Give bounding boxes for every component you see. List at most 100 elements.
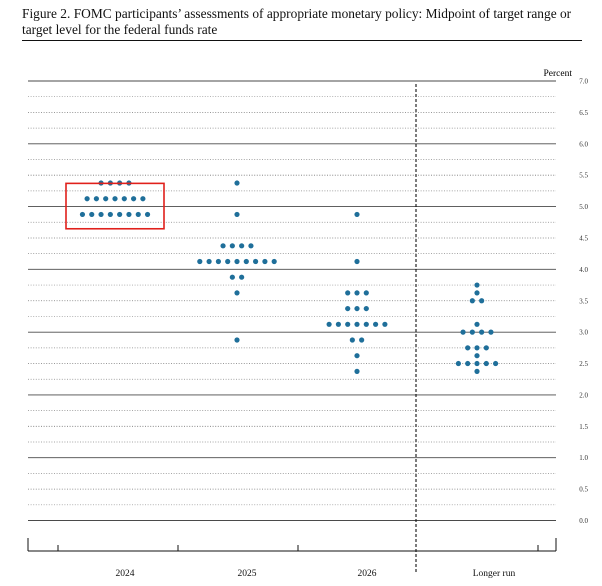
- dot: [215, 258, 221, 265]
- y-tick-label: 4.5: [579, 234, 588, 242]
- dot: [144, 211, 151, 218]
- dot: [345, 305, 351, 312]
- dot: [197, 258, 203, 265]
- dot: [98, 211, 104, 218]
- dot: [363, 290, 369, 296]
- y-tick-label: 6.5: [579, 109, 588, 117]
- dot: [103, 196, 109, 202]
- dot: [363, 321, 369, 327]
- dot: [474, 321, 480, 327]
- chart-title: Figure 2. FOMC participants’ assessments…: [22, 6, 572, 37]
- dot: [89, 211, 95, 218]
- x-category-labels: 2024 2025 2026 Longer run: [116, 569, 516, 579]
- dots: [79, 180, 499, 374]
- y-tick-label: 0.0: [579, 517, 588, 525]
- x-axis: [27, 538, 557, 552]
- dot: [239, 274, 245, 280]
- dot: [354, 353, 360, 359]
- highlight-box: [65, 182, 165, 230]
- x-category-label: 2025: [238, 569, 257, 579]
- dot: [112, 196, 118, 202]
- x-category-label: 2024: [116, 569, 135, 579]
- dot: [234, 290, 240, 296]
- dot: [271, 258, 277, 265]
- dot: [79, 211, 86, 218]
- dot: [465, 345, 471, 351]
- dot: [354, 305, 360, 312]
- dot: [474, 368, 480, 374]
- dot: [234, 211, 240, 218]
- gridlines: [28, 80, 556, 521]
- dot: [234, 180, 240, 186]
- dot: [206, 258, 212, 265]
- dot: [474, 353, 480, 359]
- dot: [474, 282, 480, 288]
- dot: [469, 329, 475, 335]
- dot: [483, 360, 489, 367]
- dot: [354, 258, 360, 265]
- dot: [345, 321, 351, 327]
- x-category-label: 2026: [358, 569, 377, 579]
- x-category-label: Longer run: [473, 569, 516, 579]
- dot: [363, 305, 369, 312]
- dot: [229, 243, 235, 249]
- y-tick-label: 3.5: [579, 297, 588, 305]
- dot: [474, 360, 480, 367]
- dot: [225, 258, 231, 265]
- dot: [135, 211, 141, 218]
- dot: [131, 196, 137, 202]
- dot: [248, 243, 254, 249]
- dot: [469, 298, 475, 304]
- dot: [93, 196, 99, 202]
- y-tick-label: 6.0: [579, 140, 588, 148]
- y-tick-label: 0.5: [579, 486, 588, 494]
- dot: [121, 196, 127, 202]
- highlight-rect: [65, 182, 165, 230]
- dot: [483, 345, 489, 351]
- y-tick-labels: 0.0 0.5 1.0 1.5 2.0 2.5 3.0 3.5 4.0 4.5 5.0 5.5 6.0 6…: [579, 78, 588, 526]
- dot: [345, 290, 351, 296]
- dot: [243, 258, 249, 265]
- dot: [460, 329, 466, 335]
- dot: [239, 243, 245, 249]
- dot: [262, 258, 268, 265]
- dot: [354, 368, 360, 374]
- dot: [126, 211, 132, 218]
- dot: [229, 274, 235, 280]
- dot: [253, 258, 259, 265]
- dot: [335, 321, 341, 327]
- dot: [234, 258, 240, 265]
- y-tick-label: 3.0: [579, 329, 588, 337]
- dot: [84, 196, 90, 202]
- dot: [493, 360, 499, 367]
- y-tick-label: 5.0: [579, 203, 588, 211]
- dot: [107, 211, 113, 218]
- dot: [373, 321, 379, 327]
- dot: [354, 321, 360, 327]
- dot: [354, 290, 360, 296]
- dot: [349, 337, 355, 343]
- dot: [117, 211, 123, 218]
- dot: [326, 321, 332, 327]
- y-tick-label: 7.0: [579, 78, 588, 86]
- dot: [465, 360, 471, 367]
- y-tick-label: 2.0: [579, 391, 588, 399]
- y-tick-label: 2.5: [579, 360, 588, 368]
- title-rule: [22, 40, 582, 41]
- dot: [359, 337, 365, 343]
- y-tick-label: 5.5: [579, 172, 588, 180]
- y-tick-label: 1.0: [579, 454, 588, 462]
- y-axis-label: Percent: [544, 69, 573, 79]
- y-tick-label: 4.0: [579, 266, 588, 274]
- dot: [140, 196, 146, 202]
- dot: [474, 345, 480, 351]
- dot: [474, 290, 480, 296]
- dot: [455, 360, 461, 367]
- dot: [354, 211, 360, 218]
- dot: [479, 329, 485, 335]
- dot: [488, 329, 494, 335]
- dot: [234, 337, 240, 343]
- dot: [382, 321, 388, 327]
- dot: [479, 298, 485, 304]
